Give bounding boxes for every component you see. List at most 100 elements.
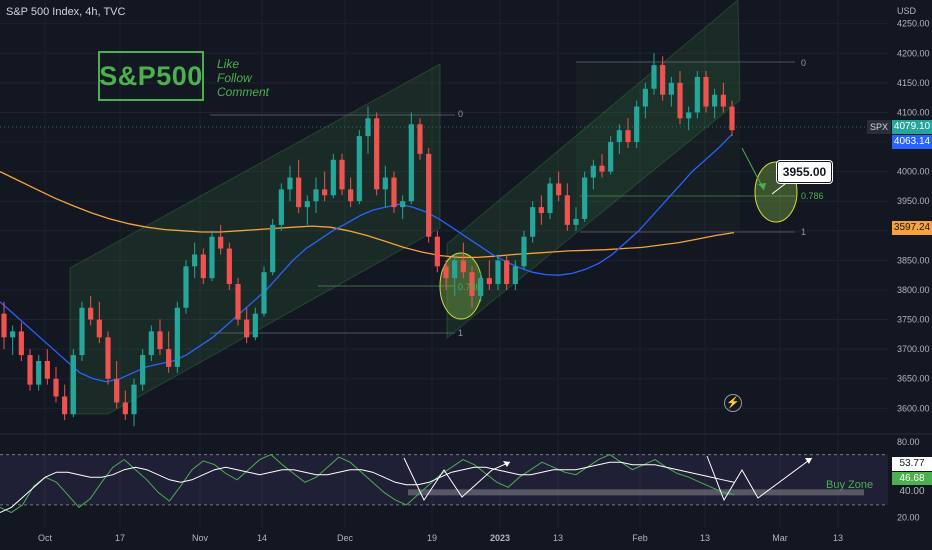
ma-slow-line xyxy=(0,171,735,259)
candle-body xyxy=(53,378,59,397)
rsi-tick-label: 20.00 xyxy=(897,512,920,522)
price-tick-label: 3750.00 xyxy=(897,315,930,325)
candle-body xyxy=(712,94,718,107)
candle-body xyxy=(122,402,128,415)
candle-body xyxy=(686,112,692,119)
candle-body xyxy=(18,331,24,356)
candle-body xyxy=(44,360,50,379)
rsi-ma-tag: 46.68 xyxy=(892,472,932,486)
candle-body xyxy=(114,378,120,403)
candle-body xyxy=(608,142,614,172)
follow-label: Follow xyxy=(217,71,252,85)
candle-body xyxy=(200,254,206,279)
rsi-zigzag-left-head xyxy=(503,461,510,467)
candle-body xyxy=(10,331,16,338)
price-tick-label: 3600.00 xyxy=(897,403,930,413)
rsi-ma-line xyxy=(0,461,735,513)
price-tick-label: 4250.00 xyxy=(897,19,930,29)
candle-body xyxy=(582,177,588,219)
time-tick-label: 19 xyxy=(427,533,437,543)
candle-body xyxy=(218,236,224,249)
candle-body xyxy=(348,189,354,202)
comment-label: Comment xyxy=(217,85,270,99)
candle-body xyxy=(62,396,68,415)
time-tick-label: 13 xyxy=(833,533,843,543)
candle-body xyxy=(356,136,362,202)
buy-zone-label: Buy Zone xyxy=(826,479,874,491)
time-tick-label: 2023 xyxy=(490,533,510,543)
candle-body xyxy=(530,207,536,237)
candle-body xyxy=(469,272,475,296)
rsi-tick-label: 80.00 xyxy=(897,437,920,447)
candle-body xyxy=(521,236,527,267)
lightning-icon[interactable]: ⚡ xyxy=(724,394,742,412)
logo-badge: S&P500 xyxy=(98,51,204,101)
candle-body xyxy=(547,183,553,214)
ma-fast-line xyxy=(0,133,733,383)
rsi-zigzag-right-head xyxy=(805,458,812,464)
candle-body xyxy=(244,319,250,338)
candle-body xyxy=(703,76,709,107)
candle-body xyxy=(504,260,510,285)
candle-body xyxy=(96,319,102,338)
candle-body xyxy=(452,260,458,279)
candle-body xyxy=(296,177,302,208)
candle-body xyxy=(495,260,501,285)
candle-body xyxy=(426,153,432,237)
fib-one-left: 1 xyxy=(458,328,464,338)
price-tick-label: 3650.00 xyxy=(897,374,930,384)
price-tick-label: 3850.00 xyxy=(897,255,930,265)
rsi-support-bar xyxy=(408,489,864,496)
candle-body xyxy=(27,355,33,385)
candle-body xyxy=(183,266,189,308)
ma-fast-tag: 4063.14 xyxy=(892,135,932,149)
price-tick-label: 4150.00 xyxy=(897,78,930,88)
candle-body xyxy=(660,65,666,95)
candle-body xyxy=(417,124,423,154)
fib-one-right: 1 xyxy=(801,227,807,237)
rsi-value-tag: 53.77 xyxy=(892,457,932,471)
candle-body xyxy=(226,248,232,285)
chart-title: S&P 500 Index, 4h, TVC xyxy=(6,6,126,18)
price-tick-label: 3800.00 xyxy=(897,285,930,295)
fib-box-right xyxy=(576,62,740,230)
time-tick-label: 14 xyxy=(257,533,267,543)
candle-body xyxy=(374,118,380,190)
symbol-tag: SPX xyxy=(867,120,891,134)
candle-body xyxy=(287,177,293,190)
candle-body xyxy=(478,278,484,296)
fib-zero-right: 0 xyxy=(801,58,807,68)
candle-body xyxy=(174,307,180,367)
rsi-level-tag: 40.00 xyxy=(892,485,932,499)
time-tick-label: 17 xyxy=(115,533,125,543)
candle-body xyxy=(460,260,466,273)
candle-body xyxy=(573,218,579,225)
price-tick-label: 3950.00 xyxy=(897,196,930,206)
candle-body xyxy=(408,124,414,202)
fib-zero-left: 0 xyxy=(458,109,464,119)
time-tick-label: Oct xyxy=(38,533,53,543)
candle-body xyxy=(330,159,336,196)
candle-body xyxy=(313,189,319,202)
candle-body xyxy=(512,266,518,285)
target-arrow-head xyxy=(758,183,766,190)
candle-body xyxy=(105,337,111,379)
candle-body xyxy=(88,307,94,320)
candle-body xyxy=(304,201,310,208)
time-tick-label: Dec xyxy=(337,533,354,543)
candle-body xyxy=(443,266,449,279)
rsi-zigzag-left xyxy=(403,457,511,502)
time-tick-label: 13 xyxy=(700,533,710,543)
candle-body xyxy=(140,355,146,385)
candle-body xyxy=(391,177,397,208)
channel-left xyxy=(69,63,441,415)
candle-body xyxy=(634,106,640,143)
candle-body xyxy=(278,189,284,225)
candle-body xyxy=(157,331,163,350)
candle-body xyxy=(625,130,631,143)
time-tick-label: Mar xyxy=(772,533,788,543)
candle-body xyxy=(166,349,172,367)
